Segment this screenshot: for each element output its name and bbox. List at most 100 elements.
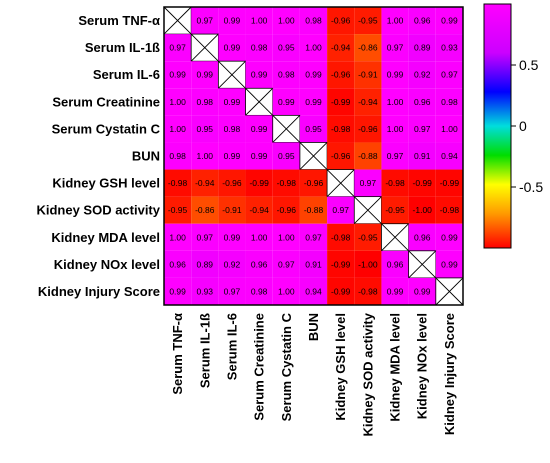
heatmap-cell xyxy=(408,142,436,170)
heatmap-cell xyxy=(245,196,273,224)
cell-value-label: 0.99 xyxy=(305,97,322,107)
cell-value-label: -1.00 xyxy=(413,205,433,215)
cell-value-label: 0.98 xyxy=(196,97,213,107)
heatmap-cell xyxy=(191,196,219,224)
heatmap-cell xyxy=(381,88,409,116)
heatmap-cell xyxy=(218,196,246,224)
cell-value-label: 0.99 xyxy=(305,70,322,80)
diagonal-cross-line xyxy=(218,60,246,89)
heatmap-cell xyxy=(191,115,219,143)
heatmap-cell xyxy=(408,61,436,89)
heatmap-cell xyxy=(272,61,300,89)
cell-value-label: 0.99 xyxy=(224,43,241,53)
cell-value-label: -0.94 xyxy=(358,97,378,107)
heatmap-border xyxy=(163,6,464,306)
heatmap-cells: 0.97 0.99 1.00 1.00 0.98 -0.96 -0.95 1.00 0.96 0.… xyxy=(163,6,464,306)
heatmap-cell xyxy=(381,169,409,197)
cell-value-label: -0.94 xyxy=(195,178,215,188)
cell-value-label: 0.97 xyxy=(278,259,295,269)
row-label-kidney-mda-level: Kidney MDA level xyxy=(51,230,160,245)
heatmap-cell xyxy=(435,196,463,224)
cell-value-label: -0.95 xyxy=(385,205,405,215)
heatmap-cell xyxy=(191,250,219,278)
cell-value-label: 0.92 xyxy=(414,70,431,80)
heatmap-cell xyxy=(245,250,273,278)
heatmap-cell xyxy=(354,88,382,116)
colorbar-gradient xyxy=(483,3,512,249)
heatmap-cell xyxy=(272,142,300,170)
colorbar-tick-label: 0.5 xyxy=(519,57,539,73)
cell-value-label: 0.97 xyxy=(224,286,241,296)
diagonal-cross-line xyxy=(299,142,328,170)
cell-value-label: -0.99 xyxy=(249,178,269,188)
cell-value-label: 0.96 xyxy=(169,259,186,269)
heatmap-cell xyxy=(408,115,436,143)
cell-value-label: 0.99 xyxy=(251,70,268,80)
heatmap-cell xyxy=(435,88,463,116)
cell-value-label: -0.98 xyxy=(358,286,378,296)
heatmap-cell xyxy=(191,142,219,170)
column-label-kidney-mda-level: Kidney MDA level xyxy=(388,313,403,422)
cell-value-label: -0.98 xyxy=(440,205,460,215)
heatmap-cell xyxy=(164,169,192,197)
cell-value-label: 0.99 xyxy=(278,97,295,107)
colorbar-ticks: 0.5 0 -0.5 xyxy=(511,57,543,195)
cell-value-label: -0.99 xyxy=(440,178,460,188)
cell-value-label: -0.95 xyxy=(358,16,378,26)
heatmap-cell xyxy=(272,34,300,62)
heatmap-cell xyxy=(327,34,355,62)
cell-value-label: 0.93 xyxy=(196,286,213,296)
cell-value-label: 1.00 xyxy=(305,43,322,53)
heatmap-cell xyxy=(245,169,273,197)
heatmap-cell xyxy=(164,115,192,143)
column-label-serum-tnf: Serum TNF-α xyxy=(170,313,185,395)
cell-value-label: 1.00 xyxy=(251,16,268,26)
column-labels: Serum TNF-α Serum IL-1ß Serum IL-6 Serum Cr… xyxy=(170,312,457,436)
cell-value-label: -0.98 xyxy=(331,124,351,134)
heatmap-cell xyxy=(408,196,436,224)
heatmap-cell xyxy=(218,88,246,116)
cell-value-label: 0.94 xyxy=(441,151,458,161)
column-label-kidney-injury-score: Kidney Injury Score xyxy=(442,313,457,435)
heatmap-cell xyxy=(408,169,436,197)
cell-value-label: 0.97 xyxy=(414,124,431,134)
heatmap-cell xyxy=(218,277,246,305)
heatmap-cell xyxy=(272,223,300,251)
cell-value-label: 0.99 xyxy=(169,286,186,296)
heatmap-cell xyxy=(299,223,328,251)
heatmap-cell xyxy=(164,88,192,116)
heatmap-cell xyxy=(218,34,246,62)
cell-value-label: -0.96 xyxy=(277,205,297,215)
heatmap-cell xyxy=(327,7,355,35)
heatmap-cell xyxy=(381,277,409,305)
heatmap-cell xyxy=(435,169,463,197)
cell-value-label: 0.98 xyxy=(278,70,295,80)
cell-value-label: 0.96 xyxy=(414,232,431,242)
cell-value-label: 0.98 xyxy=(169,151,186,161)
row-label-serum-cystatin-c: Serum Cystatin C xyxy=(52,121,161,136)
heatmap-cell xyxy=(218,250,246,278)
heatmap-cell xyxy=(164,196,192,224)
colorbar-tick-label: 0 xyxy=(519,118,527,134)
heatmap-cell xyxy=(218,142,246,170)
cell-value-label: 0.95 xyxy=(305,124,322,134)
heatmap-cell xyxy=(299,34,328,62)
cell-value-label: 0.97 xyxy=(196,16,213,26)
heatmap-cell xyxy=(164,61,192,89)
cell-value-label: -0.95 xyxy=(358,232,378,242)
cell-value-label: 0.91 xyxy=(305,259,322,269)
cell-value-label: -0.94 xyxy=(331,43,351,53)
heatmap-cell xyxy=(327,277,355,305)
cell-value-label: 0.99 xyxy=(387,70,404,80)
row-label-bun: BUN xyxy=(132,149,160,164)
heatmap-cell xyxy=(218,169,246,197)
heatmap-cell xyxy=(218,223,246,251)
heatmap-cell xyxy=(218,115,246,143)
cell-value-label: -0.96 xyxy=(304,178,324,188)
heatmap-cell xyxy=(272,169,300,197)
heatmap-cell xyxy=(299,7,328,35)
heatmap-cell xyxy=(272,88,300,116)
heatmap-cell xyxy=(381,142,409,170)
row-label-kidney-injury-score: Kidney Injury Score xyxy=(38,284,160,299)
cell-value-label: -0.86 xyxy=(358,43,378,53)
